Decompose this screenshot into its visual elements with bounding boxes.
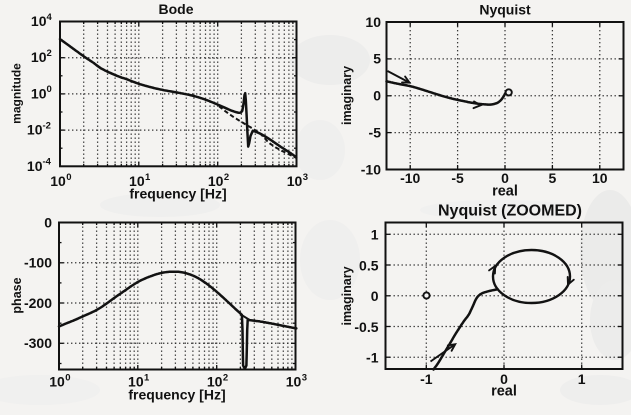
svg-text:-100: -100	[24, 255, 52, 271]
svg-text:imaginary: imaginary	[340, 266, 354, 325]
svg-text:5: 5	[549, 170, 557, 186]
svg-text:Bode: Bode	[159, 1, 194, 17]
svg-text:10: 10	[27, 122, 43, 138]
svg-text:magnitude: magnitude	[10, 63, 24, 124]
svg-text:10: 10	[287, 173, 303, 189]
svg-text:frequency [Hz]: frequency [Hz]	[128, 387, 225, 403]
svg-text:frequency [Hz]: frequency [Hz]	[129, 186, 226, 202]
svg-text:10: 10	[365, 14, 381, 30]
svg-text:-5: -5	[451, 170, 464, 186]
svg-text:Nyquist: Nyquist	[479, 2, 531, 18]
svg-text:3: 3	[302, 372, 307, 383]
svg-text:2: 2	[224, 172, 229, 183]
svg-text:imaginary: imaginary	[340, 66, 354, 125]
svg-text:10: 10	[27, 158, 43, 174]
svg-text:-4: -4	[43, 157, 52, 168]
svg-text:3: 3	[303, 172, 308, 183]
svg-text:10: 10	[592, 170, 608, 186]
svg-text:10: 10	[128, 374, 144, 390]
svg-text:1: 1	[578, 371, 586, 387]
svg-text:2: 2	[223, 372, 228, 383]
svg-text:-300: -300	[24, 335, 52, 351]
svg-text:10: 10	[49, 374, 65, 390]
svg-text:-10: -10	[361, 161, 381, 177]
svg-text:-10: -10	[400, 170, 420, 186]
svg-text:real: real	[491, 384, 517, 400]
svg-text:10: 10	[208, 173, 224, 189]
svg-text:2: 2	[47, 48, 52, 59]
svg-text:1: 1	[371, 227, 379, 243]
svg-text:10: 10	[31, 49, 47, 65]
svg-text:0: 0	[66, 172, 71, 183]
svg-text:-2: -2	[43, 120, 51, 131]
svg-text:1: 1	[144, 372, 150, 383]
svg-text:Nyquist (ZOOMED): Nyquist (ZOOMED)	[438, 203, 582, 220]
svg-text:-1: -1	[366, 350, 379, 366]
svg-text:5: 5	[373, 51, 381, 67]
svg-text:10: 10	[207, 374, 223, 390]
svg-text:0: 0	[371, 288, 379, 304]
svg-text:4: 4	[47, 12, 53, 23]
svg-text:real: real	[492, 184, 518, 200]
svg-text:0: 0	[65, 372, 70, 383]
svg-text:0: 0	[373, 88, 381, 104]
svg-text:0: 0	[500, 371, 508, 387]
svg-text:-200: -200	[24, 295, 52, 311]
svg-text:-1: -1	[420, 371, 433, 387]
svg-text:0.5: 0.5	[359, 257, 379, 273]
svg-text:10: 10	[129, 173, 145, 189]
svg-text:phase: phase	[10, 277, 24, 313]
svg-text:10: 10	[50, 173, 66, 189]
svg-text:-0.5: -0.5	[354, 319, 378, 335]
svg-text:0: 0	[47, 84, 52, 95]
svg-text:0: 0	[501, 170, 509, 186]
svg-text:10: 10	[31, 13, 47, 29]
svg-text:10: 10	[31, 85, 47, 101]
svg-text:1: 1	[145, 172, 151, 183]
svg-text:0: 0	[44, 214, 52, 230]
svg-text:10: 10	[286, 374, 302, 390]
svg-text:-5: -5	[369, 124, 382, 140]
